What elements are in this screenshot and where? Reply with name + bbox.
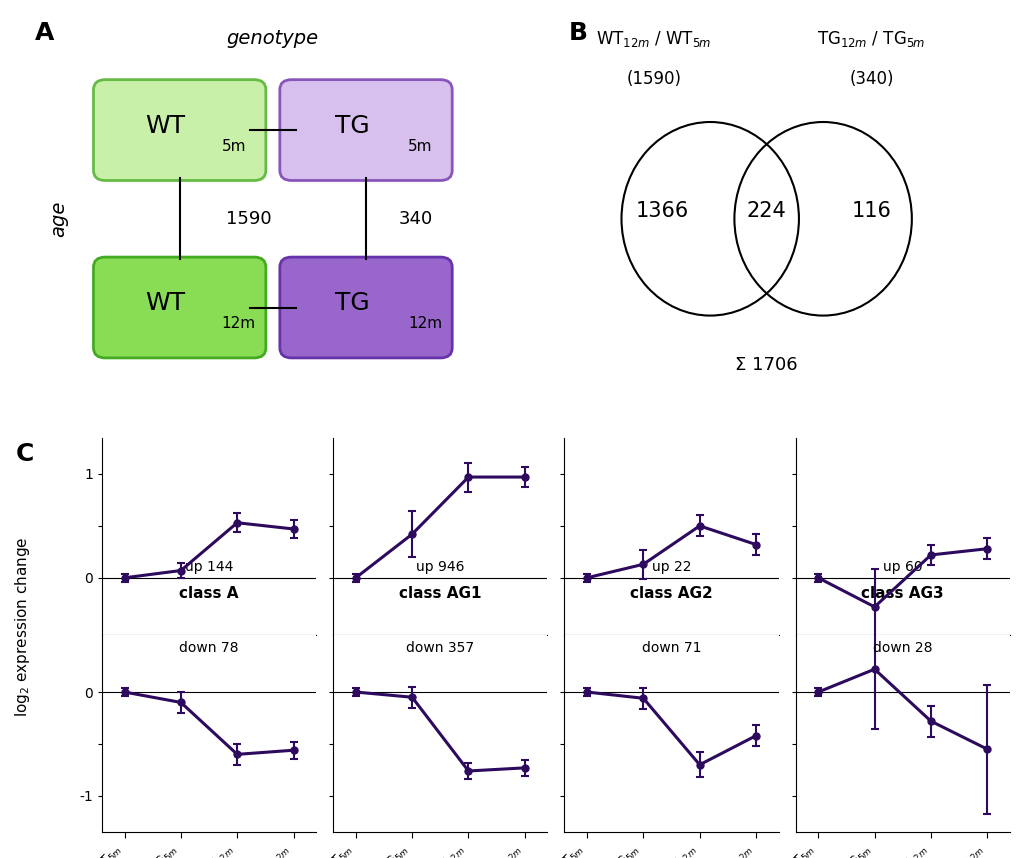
Text: WT: WT	[146, 292, 185, 316]
Text: 116: 116	[851, 201, 891, 221]
Text: down 357: down 357	[406, 641, 474, 655]
Text: up 946: up 946	[416, 560, 464, 574]
Text: (1590): (1590)	[626, 69, 681, 88]
Text: down 71: down 71	[641, 641, 701, 655]
Text: 1590: 1590	[226, 210, 272, 227]
Text: C: C	[15, 442, 34, 466]
Text: down 78: down 78	[179, 641, 238, 655]
Text: down 28: down 28	[872, 641, 931, 655]
Text: 12m: 12m	[221, 316, 256, 331]
Text: log$_2$ expression change: log$_2$ expression change	[13, 536, 32, 716]
Text: 224: 224	[746, 201, 786, 221]
FancyBboxPatch shape	[279, 257, 451, 358]
Text: up 60: up 60	[882, 560, 921, 574]
Text: up 22: up 22	[651, 560, 691, 574]
FancyBboxPatch shape	[279, 80, 451, 180]
Text: genotype: genotype	[226, 29, 319, 48]
Text: B: B	[569, 21, 588, 45]
Text: 340: 340	[398, 210, 432, 227]
Text: TG$_{12m}$ / TG$_{5m}$: TG$_{12m}$ / TG$_{5m}$	[816, 29, 925, 49]
Text: 5m: 5m	[221, 139, 246, 154]
FancyBboxPatch shape	[94, 80, 266, 180]
Text: age: age	[49, 201, 68, 237]
Text: class AG1: class AG1	[398, 585, 481, 601]
Text: A: A	[36, 21, 55, 45]
Text: Σ 1706: Σ 1706	[735, 356, 797, 374]
Text: class AG2: class AG2	[630, 585, 712, 601]
Text: WT$_{12m}$ / WT$_{5m}$: WT$_{12m}$ / WT$_{5m}$	[595, 29, 711, 49]
Text: WT: WT	[146, 114, 185, 138]
Text: TG: TG	[334, 292, 369, 316]
Text: (340): (340)	[849, 69, 893, 88]
Text: 1366: 1366	[635, 201, 688, 221]
Text: class AG3: class AG3	[861, 585, 944, 601]
Text: TG: TG	[334, 114, 369, 138]
Text: 5m: 5m	[408, 139, 432, 154]
FancyBboxPatch shape	[94, 257, 266, 358]
Text: up 144: up 144	[184, 560, 233, 574]
Text: 12m: 12m	[408, 316, 441, 331]
Text: class A: class A	[179, 585, 238, 601]
